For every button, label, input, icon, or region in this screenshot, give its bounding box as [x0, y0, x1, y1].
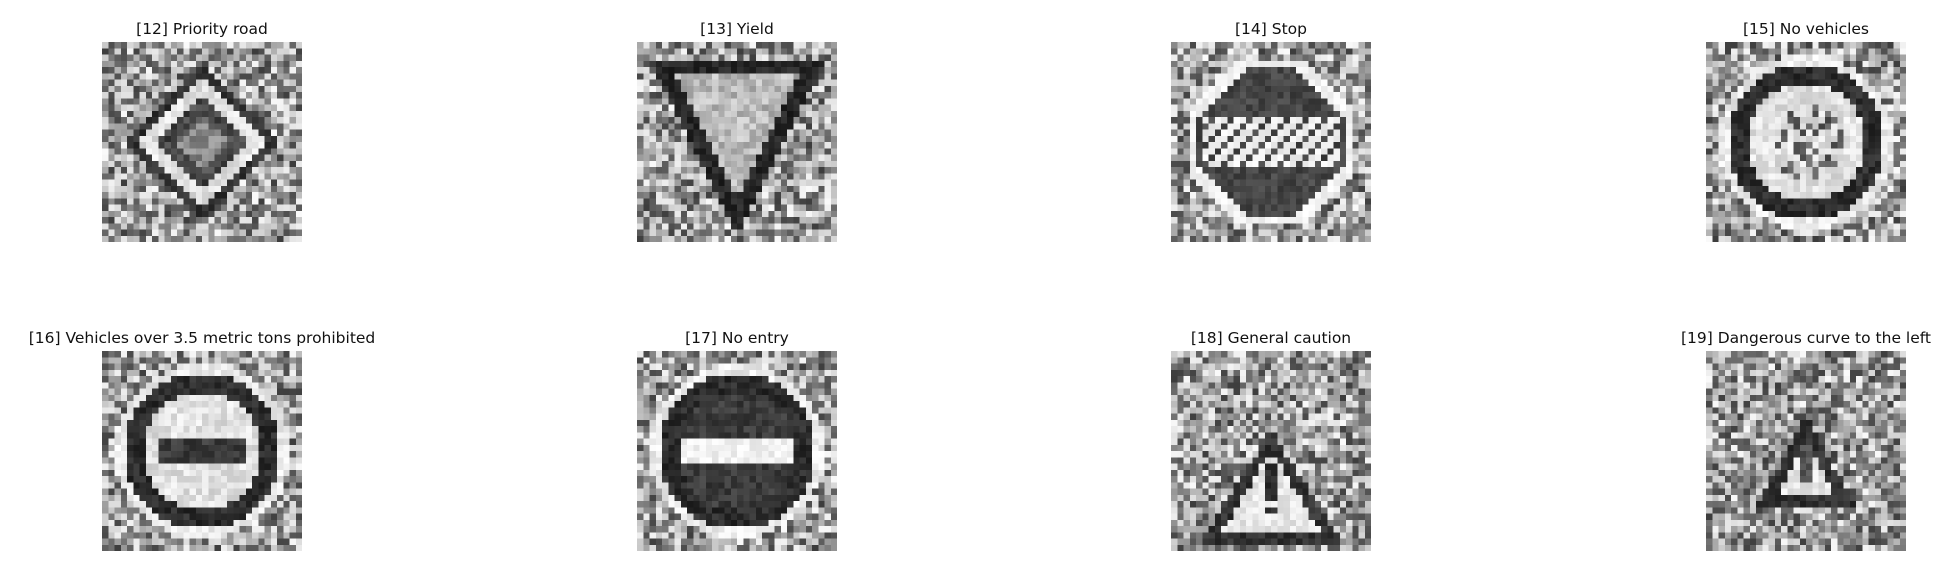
sign-caption: [13] Yield — [700, 20, 774, 38]
sign-image — [1171, 351, 1371, 551]
sign-caption: [16] Vehicles over 3.5 metric tons prohi… — [28, 329, 376, 347]
sign-image — [1706, 351, 1906, 551]
sign-panel: [18] General caution — [1071, 309, 1471, 551]
sign-caption: [17] No entry — [685, 329, 789, 347]
sign-caption: [14] Stop — [1235, 20, 1307, 38]
sign-image — [102, 351, 302, 551]
sign-panel: [14] Stop — [1071, 0, 1471, 242]
sign-panel: [16] Vehicles over 3.5 metric tons prohi… — [2, 309, 402, 551]
sign-image — [637, 42, 837, 242]
sign-panel: [17] No entry — [537, 309, 937, 551]
sign-image — [1706, 42, 1906, 242]
sign-caption: [15] No vehicles — [1742, 20, 1870, 38]
sign-image — [1171, 42, 1371, 242]
sign-caption: [18] General caution — [1190, 329, 1352, 347]
sign-image — [637, 351, 837, 551]
sign-panel: [19] Dangerous curve to the left — [1606, 309, 1958, 551]
sign-panel: [13] Yield — [537, 0, 937, 242]
sign-caption: [19] Dangerous curve to the left — [1680, 329, 1932, 347]
sign-caption: [12] Priority road — [136, 20, 268, 38]
sign-panel: [15] No vehicles — [1606, 0, 1958, 242]
sign-image — [102, 42, 302, 242]
sign-panel: [12] Priority road — [2, 0, 402, 242]
